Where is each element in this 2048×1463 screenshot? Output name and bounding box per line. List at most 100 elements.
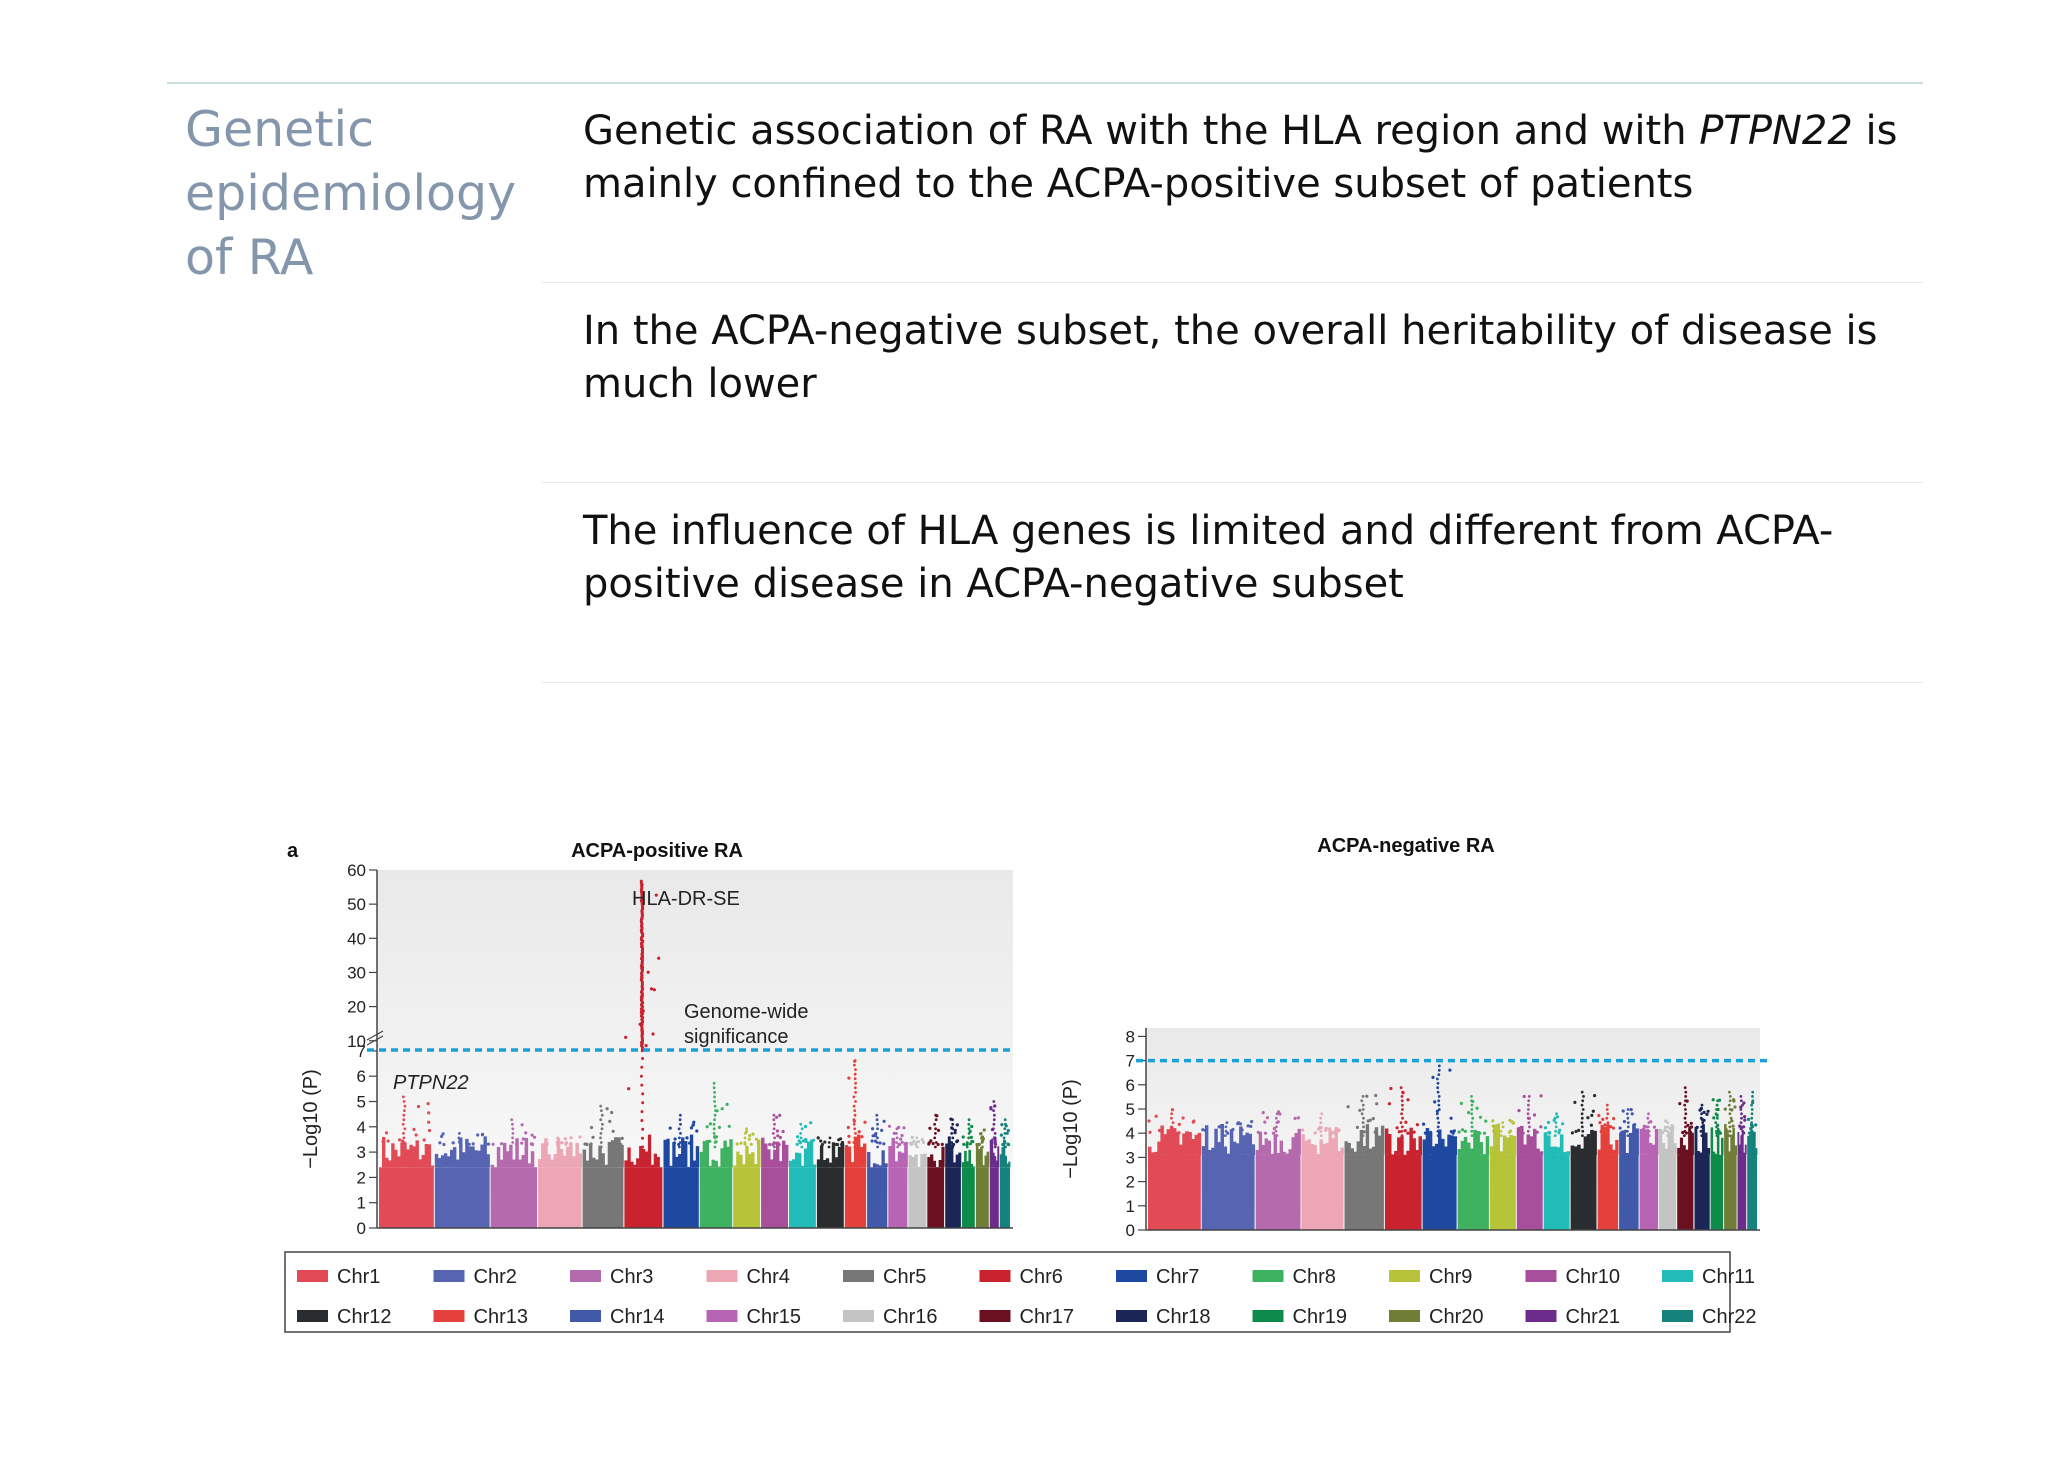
data-point — [611, 1129, 615, 1133]
y-tick-label: 50 — [347, 895, 366, 914]
data-point — [853, 1072, 857, 1076]
data-column — [1450, 1135, 1454, 1155]
data-point — [1436, 1090, 1440, 1094]
data-band — [888, 1167, 908, 1228]
data-column — [394, 1149, 398, 1168]
data-column — [958, 1152, 962, 1168]
data-point — [1517, 1109, 1521, 1113]
data-column — [490, 1164, 495, 1168]
data-column — [617, 1137, 621, 1168]
data-point — [600, 1127, 604, 1131]
data-point — [847, 1134, 851, 1138]
data-point — [1742, 1101, 1746, 1105]
data-point — [1606, 1112, 1610, 1116]
legend-label: Chr14 — [610, 1306, 664, 1328]
bullet-divider — [542, 282, 1923, 283]
data-point — [402, 1118, 406, 1122]
data-point — [895, 1141, 898, 1144]
legend-swatch — [1525, 1310, 1557, 1322]
data-point — [951, 1127, 955, 1131]
data-column — [1499, 1151, 1504, 1155]
data-point — [970, 1124, 974, 1129]
data-column — [806, 1141, 811, 1168]
data-point — [1635, 1129, 1639, 1133]
data-point — [511, 1127, 515, 1131]
data-point — [1647, 1112, 1650, 1116]
data-point — [823, 1140, 827, 1144]
data-column — [840, 1142, 845, 1168]
data-point — [1346, 1105, 1350, 1109]
data-band — [761, 1167, 788, 1228]
data-column — [486, 1154, 490, 1168]
data-point — [600, 1109, 603, 1112]
data-column — [941, 1146, 945, 1168]
data-point — [1403, 1129, 1407, 1133]
data-column — [440, 1155, 445, 1168]
y-tick-label: 5 — [357, 1093, 366, 1112]
slide-title: Genetic epidemiology of RA — [185, 101, 517, 286]
data-column — [1453, 1136, 1457, 1155]
data-column — [932, 1160, 937, 1168]
data-point — [657, 956, 661, 960]
y-tick-label: 8 — [1126, 1027, 1135, 1046]
chromosome-chr3 — [1255, 1110, 1301, 1230]
data-point — [627, 1087, 631, 1091]
data-column — [881, 1150, 885, 1168]
data-point — [1543, 1126, 1548, 1130]
data-column — [541, 1143, 545, 1168]
data-column — [1223, 1146, 1228, 1155]
data-column — [1550, 1146, 1554, 1155]
data-point — [644, 1044, 648, 1048]
data-point — [510, 1118, 514, 1122]
data-column — [970, 1164, 974, 1168]
data-point — [641, 1092, 645, 1096]
data-point — [641, 1101, 645, 1105]
bullet-3-text: The influence of HLA genes is limited an… — [583, 508, 1834, 607]
bullet-1: Genetic association of RA with the HLA r… — [583, 105, 1903, 211]
data-point — [800, 1145, 804, 1149]
data-column — [1741, 1131, 1744, 1155]
data-point — [1004, 1122, 1007, 1126]
data-point — [772, 1127, 776, 1131]
data-point — [678, 1145, 681, 1149]
data-point — [692, 1120, 696, 1124]
data-point — [1724, 1131, 1728, 1135]
data-column — [1412, 1138, 1416, 1155]
data-point — [1526, 1129, 1530, 1133]
data-column — [471, 1146, 475, 1168]
data-point — [1526, 1116, 1530, 1120]
data-column — [1267, 1140, 1271, 1155]
data-column — [1297, 1128, 1301, 1155]
y-tick-label: 3 — [1126, 1148, 1135, 1167]
data-point — [1482, 1131, 1487, 1135]
data-column — [462, 1152, 466, 1168]
data-band — [1201, 1155, 1255, 1230]
data-point — [934, 1113, 938, 1117]
data-point — [749, 1142, 753, 1146]
y-tick-label: 2 — [357, 1168, 366, 1187]
data-point — [1699, 1116, 1703, 1120]
data-column — [1728, 1151, 1731, 1155]
data-column — [739, 1154, 743, 1168]
y-tick-label: 30 — [347, 963, 366, 982]
data-column — [653, 1153, 657, 1168]
data-point — [1272, 1127, 1276, 1131]
legend-swatch — [979, 1270, 1011, 1282]
data-point — [1236, 1121, 1241, 1125]
data-point — [795, 1142, 799, 1146]
data-point — [714, 1109, 717, 1112]
data-point — [951, 1136, 955, 1140]
data-point — [1261, 1111, 1265, 1115]
data-column — [1270, 1153, 1274, 1155]
data-point — [712, 1081, 716, 1085]
data-point — [854, 1068, 857, 1071]
plot-title: ACPA-negative RA — [1317, 835, 1494, 857]
bullet-1-text: Genetic association of RA with the HLA r… — [583, 108, 1700, 154]
data-point — [691, 1123, 695, 1127]
data-point — [672, 1141, 677, 1145]
data-column — [1699, 1152, 1703, 1155]
data-column — [666, 1138, 670, 1168]
data-column — [1356, 1141, 1360, 1155]
data-column — [418, 1159, 422, 1168]
data-point — [1606, 1121, 1610, 1124]
